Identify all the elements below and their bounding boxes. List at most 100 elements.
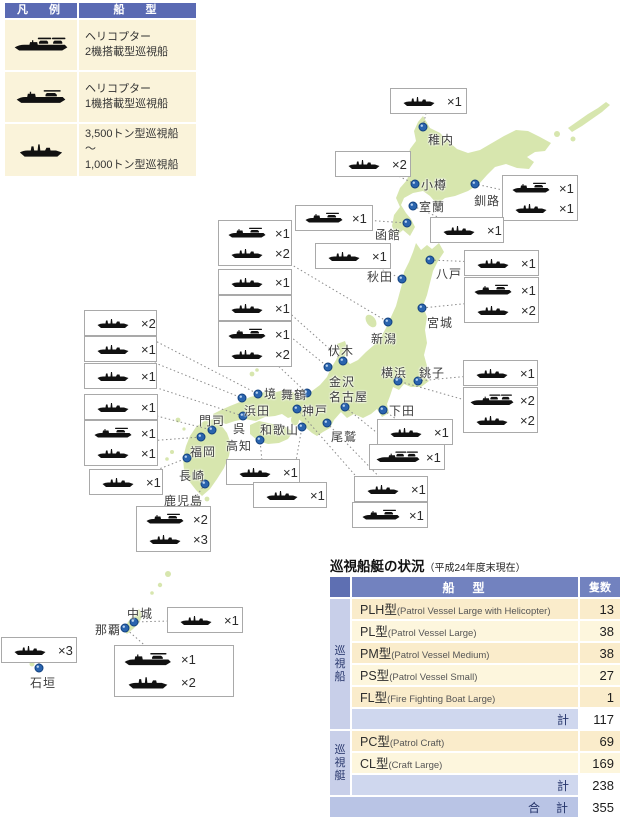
- oki-islands: [255, 368, 259, 372]
- ship-small-icon: [468, 368, 516, 379]
- amami-islands: [150, 591, 154, 595]
- ship-count: ×2: [520, 392, 535, 408]
- station-ship-box: ×1: [218, 295, 292, 321]
- grand-total-label-cell: 合 計: [330, 797, 578, 817]
- subtotal-count-cell: 117: [580, 709, 620, 729]
- ship-count-row: ×2: [340, 154, 407, 174]
- city-dot-highlight: [36, 665, 39, 668]
- ship-small-icon: [507, 203, 555, 214]
- city-label: 境: [264, 387, 278, 401]
- vessel-type-cell: PC型 (Patrol Craft): [352, 731, 578, 751]
- city-dot: [418, 122, 428, 132]
- ship-count: ×1: [141, 341, 156, 357]
- ship-count-row: ×1: [507, 198, 574, 218]
- iki-island: [182, 427, 186, 431]
- connector-line: [254, 307, 329, 368]
- station-ship-box: ×1: [84, 363, 157, 389]
- ship-count-row: ×1: [223, 272, 290, 292]
- city-dot-highlight: [299, 424, 302, 427]
- station-ship-box: ×1: [463, 360, 538, 386]
- city-label: 舞鶴: [281, 388, 308, 402]
- amami-islands: [165, 571, 171, 577]
- legend-table: 凡 例 船 型 ヘリコプター 2機搭載型巡視船 ヘリコプター 1機搭載型巡視船 …: [5, 3, 196, 177]
- station-ship-box: ×1: [430, 217, 504, 243]
- ship-count-row: ×3: [141, 529, 208, 549]
- city-label: 福岡: [190, 445, 217, 459]
- vessel-count-cell: 38: [580, 621, 620, 641]
- ship-small-icon: [223, 303, 271, 314]
- station-ship-box: ×1: [352, 502, 428, 528]
- city-dot-highlight: [239, 395, 242, 398]
- ship-count-row: ×1: [435, 220, 502, 240]
- station-ship-box: ×2 ×3: [136, 506, 211, 552]
- ship-heli1-icon: [119, 652, 177, 667]
- station-ship-box: ×1 ×2: [464, 277, 539, 323]
- city-dot-highlight: [304, 390, 307, 393]
- ship-small-icon: [359, 484, 407, 495]
- group-label-cell: 巡視艇: [330, 731, 350, 795]
- ship-count-row: ×1: [469, 253, 536, 273]
- grand-total-count-cell: 355: [580, 797, 620, 817]
- city-label: 和歌山: [260, 423, 300, 437]
- awaji-island: [291, 414, 299, 426]
- station-ship-box: ×1: [464, 250, 539, 276]
- ship-count: ×1: [352, 210, 367, 226]
- ship-count: ×1: [181, 652, 196, 667]
- ship-count: ×1: [275, 300, 290, 316]
- ship-count-row: ×1: [469, 280, 536, 300]
- city-label: 門司: [199, 414, 226, 428]
- vessel-type-cell: FL型 (Fire Fighting Boat Large): [352, 687, 578, 707]
- ship-heli1-icon: [469, 284, 517, 296]
- vessel-type-code: PS型: [360, 669, 390, 683]
- ship-small-icon: [231, 467, 279, 478]
- legend-header-left: 凡 例: [5, 3, 77, 18]
- city-label: 尾鷲: [331, 430, 358, 444]
- station-ship-box: ×1 ×2: [218, 321, 292, 367]
- legend-row-label: 3,500トン型巡視船 ～ 1,000トン型巡視船: [79, 124, 196, 177]
- ship-heli1-icon: [89, 427, 137, 439]
- ship-heli1-icon: [141, 513, 189, 525]
- connector-line: [296, 408, 391, 516]
- ship-count: ×1: [141, 445, 156, 461]
- ship-count: ×1: [409, 507, 424, 523]
- kuril-islands: [568, 102, 610, 132]
- ship-count: ×1: [275, 326, 290, 342]
- ship-count-row: ×1: [374, 447, 441, 467]
- station-ship-box: ×2: [335, 151, 411, 177]
- legend-row-label: ヘリコプター 2機搭載型巡視船: [79, 20, 196, 70]
- city-dot-highlight: [202, 481, 205, 484]
- city-label: 稚内: [428, 133, 455, 147]
- ship-count-row: ×1: [94, 472, 161, 492]
- ship-count: ×1: [146, 474, 161, 490]
- ship-small-icon: [89, 371, 137, 382]
- vessel-type-cell: PL型 (Patrol Vessel Large): [352, 621, 578, 641]
- city-label: 石垣: [30, 676, 57, 690]
- ship-small-icon: [340, 159, 388, 170]
- city-label: 伏木: [328, 344, 355, 358]
- ship-count: ×2: [181, 675, 196, 690]
- ship-count: ×1: [141, 399, 156, 415]
- ship-count-row: ×1: [223, 223, 290, 243]
- ship-count: ×2: [275, 346, 290, 362]
- legend-header-right: 船 型: [79, 3, 196, 18]
- vessel-type-code: PLH型: [360, 603, 397, 617]
- city-dot-highlight: [385, 319, 388, 322]
- city-dot-highlight: [184, 455, 187, 458]
- city-label: 新潟: [371, 332, 398, 346]
- city-dot: [253, 389, 263, 399]
- legend-row-label: ヘリコプター 1機搭載型巡視船: [79, 72, 196, 122]
- station-ship-box: ×1: [89, 469, 163, 495]
- ship-count: ×1: [487, 222, 502, 238]
- subtotal-label-cell: 計: [352, 709, 578, 729]
- vessel-type-description: (Patrol Vessel Large): [387, 628, 477, 639]
- vessel-type-description: (Fire Fighting Boat Large): [387, 694, 496, 705]
- city-label: 八戸: [436, 267, 463, 281]
- ship-count: ×3: [58, 642, 73, 658]
- subtotal-count-cell: 238: [580, 775, 620, 795]
- ship-count-row: ×1: [357, 505, 424, 525]
- ship-count-row: ×1: [382, 422, 449, 442]
- tanegashima-island: [204, 496, 210, 502]
- ship-small-icon: [6, 645, 54, 656]
- vessel-type-code: CL型: [360, 757, 389, 771]
- city-dot-highlight: [131, 619, 134, 622]
